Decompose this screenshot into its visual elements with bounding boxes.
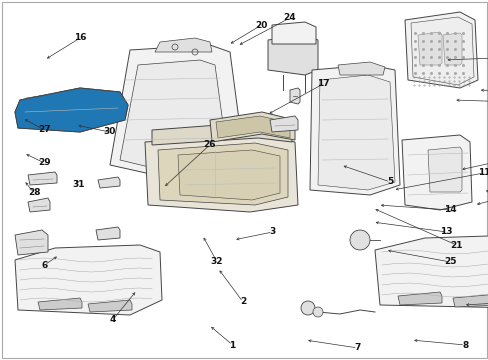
Text: 24: 24 — [283, 13, 295, 22]
Polygon shape — [397, 292, 441, 305]
Polygon shape — [120, 60, 227, 178]
Text: 14: 14 — [443, 206, 456, 215]
Polygon shape — [417, 32, 441, 65]
Text: 26: 26 — [203, 140, 216, 149]
Polygon shape — [155, 38, 212, 52]
Circle shape — [312, 307, 323, 317]
Polygon shape — [317, 75, 394, 190]
Circle shape — [349, 230, 369, 250]
Polygon shape — [15, 245, 162, 315]
Polygon shape — [145, 135, 297, 212]
Text: 25: 25 — [443, 257, 456, 266]
Polygon shape — [15, 230, 48, 255]
Polygon shape — [289, 88, 299, 104]
Polygon shape — [28, 198, 50, 212]
Text: 6: 6 — [41, 261, 47, 270]
Circle shape — [301, 301, 314, 315]
Text: 20: 20 — [255, 21, 267, 30]
Polygon shape — [452, 294, 488, 307]
Polygon shape — [267, 35, 317, 75]
Text: 28: 28 — [28, 189, 40, 198]
Text: 8: 8 — [461, 341, 468, 350]
Polygon shape — [442, 33, 461, 65]
Polygon shape — [404, 12, 477, 88]
Polygon shape — [178, 150, 280, 200]
Polygon shape — [15, 88, 128, 132]
Polygon shape — [271, 22, 315, 44]
Text: 2: 2 — [240, 297, 245, 306]
Polygon shape — [216, 116, 289, 138]
Polygon shape — [38, 298, 82, 310]
Polygon shape — [374, 235, 488, 308]
Polygon shape — [309, 65, 399, 195]
Polygon shape — [401, 135, 471, 210]
Text: 11: 11 — [477, 168, 488, 177]
Polygon shape — [337, 62, 384, 75]
Text: 31: 31 — [72, 180, 84, 189]
Text: 29: 29 — [38, 158, 51, 167]
Polygon shape — [209, 112, 294, 142]
Polygon shape — [96, 227, 120, 240]
Text: 16: 16 — [74, 33, 86, 42]
Polygon shape — [88, 300, 132, 312]
Text: 1: 1 — [229, 341, 235, 350]
Text: 17: 17 — [316, 80, 329, 89]
Polygon shape — [158, 143, 287, 205]
Text: 7: 7 — [354, 343, 360, 352]
Text: 3: 3 — [269, 228, 275, 237]
Text: 27: 27 — [38, 126, 51, 135]
Text: 5: 5 — [386, 177, 393, 186]
Polygon shape — [110, 45, 244, 185]
Text: 32: 32 — [210, 257, 223, 266]
Polygon shape — [269, 116, 297, 132]
Polygon shape — [410, 17, 473, 85]
Polygon shape — [28, 172, 57, 185]
Polygon shape — [22, 90, 123, 126]
Text: 13: 13 — [440, 228, 452, 237]
Polygon shape — [427, 147, 461, 192]
Text: 21: 21 — [449, 240, 462, 249]
Text: 4: 4 — [109, 315, 116, 324]
Polygon shape — [152, 122, 291, 145]
Text: 30: 30 — [103, 127, 116, 136]
Polygon shape — [98, 177, 120, 188]
Polygon shape — [15, 88, 128, 132]
